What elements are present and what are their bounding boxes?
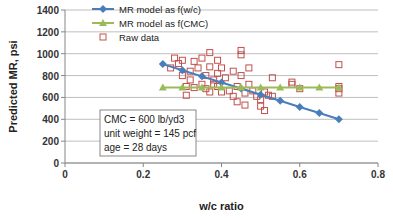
point [179,57,185,63]
x-tick [299,163,300,167]
grid-line [65,53,378,54]
y-tick [61,141,65,142]
grid-line [65,31,378,32]
y-axis [65,10,66,163]
point [207,64,213,70]
y-tick-label: 1200 [37,27,60,38]
point [276,84,284,91]
grid-line [65,163,378,164]
x-tick-label: 0.4 [215,169,229,180]
point [237,85,245,93]
point [234,99,240,105]
point [198,72,206,80]
point [238,47,244,53]
x-tick [65,163,66,167]
legend-marker [99,5,107,13]
grid-line [65,10,378,11]
point [238,73,244,79]
point [218,84,226,91]
point [178,84,186,91]
legend-marker [99,19,107,26]
point [296,84,304,91]
point [219,65,225,71]
point [242,102,248,108]
y-tick [61,10,65,11]
point [237,84,245,91]
x-tick [143,163,144,167]
y-tick-label: 400 [42,114,59,125]
point [315,109,323,117]
point [178,66,186,74]
annotation-box [100,110,196,156]
point [246,81,252,87]
y-axis-label: Predicted MR, psi [7,40,19,132]
legend-label: Raw data [119,32,160,43]
point [336,62,342,68]
point [183,92,189,98]
point [198,84,206,91]
point [262,108,268,114]
point [246,65,252,71]
x-axis-label: w/c ratio [198,200,244,212]
point [230,68,236,74]
x-tick [221,163,222,167]
point [257,91,265,99]
point [207,50,213,56]
point [258,103,264,109]
point [195,65,201,71]
point [187,77,193,83]
y-tick-label: 800 [42,71,59,82]
point [207,89,213,95]
point [159,60,167,68]
y-tick-label: 0 [53,158,59,169]
legend-label: MR model as f(w/c) [119,4,201,15]
x-tick-label: 0.2 [136,169,150,180]
y-tick [61,31,65,32]
y-tick-label: 1400 [37,5,60,16]
point [289,81,295,87]
x-tick-label: 0.6 [293,169,307,180]
x-tick-label: 0.8 [371,169,385,180]
point [191,58,197,64]
point [335,84,343,91]
point [159,84,167,91]
y-tick-label: 600 [42,92,59,103]
point [257,84,265,91]
y-tick-label: 1000 [37,49,60,60]
point [238,52,244,58]
point [276,97,284,105]
grid-line [65,97,378,98]
y-tick [61,97,65,98]
annotation: CMC = 600 lb/yd3 [104,114,185,125]
y-tick [61,163,65,164]
x-axis [65,163,378,164]
y-tick [61,53,65,54]
grid-line [65,75,378,76]
point [336,90,342,96]
point [296,103,304,111]
x-tick-label: 0 [62,169,68,180]
x-tick [378,163,379,167]
point [211,81,217,87]
point [335,115,343,123]
legend-marker [100,34,106,40]
y-tick [61,119,65,120]
y-tick-label: 200 [42,136,59,147]
series-line [163,87,339,89]
legend-label: MR model as f(CMC) [119,18,208,29]
point [289,79,295,85]
point [199,55,205,61]
annotation: unit weight = 145 pcf [104,128,196,139]
point [215,57,221,63]
y-tick [61,75,65,76]
point [222,75,228,81]
annotation: age = 28 days [104,142,167,153]
point [269,75,275,81]
point [315,84,323,91]
